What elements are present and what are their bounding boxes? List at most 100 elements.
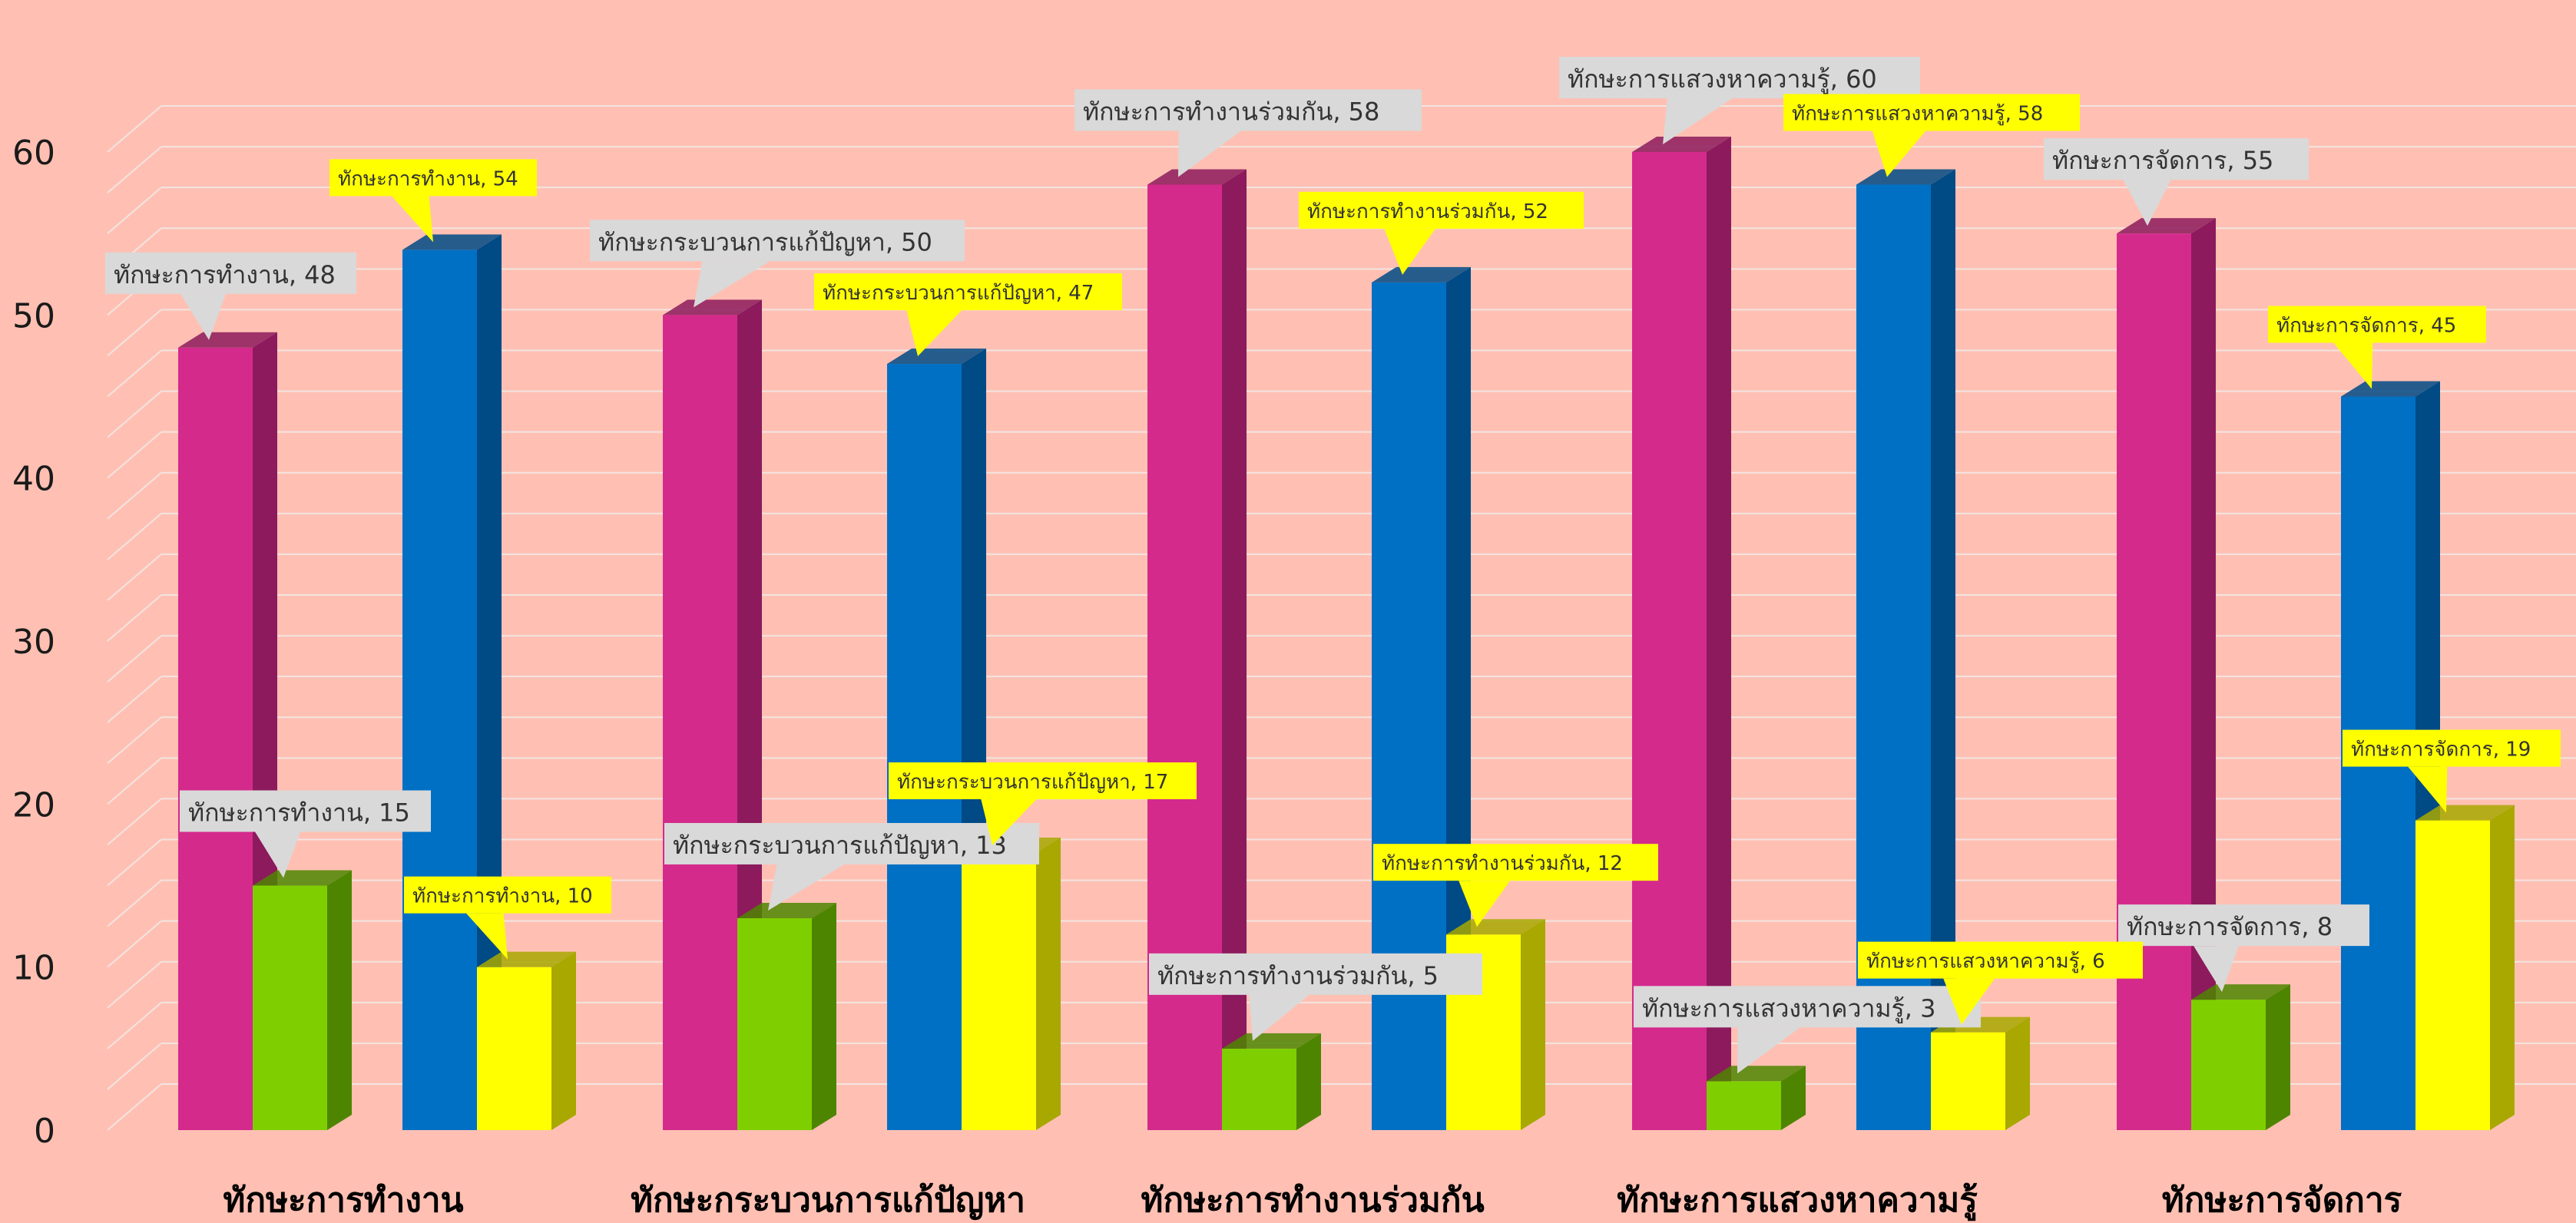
data-label-pointer — [1249, 994, 1310, 1041]
bar-front — [402, 250, 477, 1130]
y-tick-label: 50 — [12, 296, 55, 335]
gridline-depth — [107, 635, 162, 683]
bar-3-1 — [962, 838, 1061, 1130]
gridline-depth — [107, 554, 162, 601]
bar-top — [1372, 266, 1471, 283]
bar-front — [663, 315, 737, 1130]
bar-3-2 — [1446, 919, 1545, 1130]
bar-1-4 — [2191, 984, 2290, 1130]
gridline-depth — [107, 838, 162, 887]
y-tick-label: 20 — [12, 785, 55, 825]
data-label-text: ทักษะการทำงาน, 54 — [338, 167, 518, 190]
data-label-box — [2044, 138, 2309, 180]
bar-side — [1521, 919, 1545, 1130]
gridline-depth — [107, 960, 162, 1009]
data-label-text: ทักษะการทำงานร่วมกัน, 5 — [1157, 961, 1439, 990]
bar-1-0 — [253, 870, 352, 1130]
data-label: ทักษะกระบวนการแก้ปัญหา, 13 — [664, 822, 1039, 911]
data-label-text: ทักษะการทำงาน, 48 — [114, 260, 336, 289]
x-tick-label: ทักษะการแสวงหาความรู้ — [1617, 1181, 1978, 1221]
data-label-text: ทักษะการทำงาน, 10 — [412, 885, 593, 908]
data-label: ทักษะการจัดการ, 19 — [2343, 729, 2561, 813]
data-label-box — [664, 822, 1039, 864]
data-label: ทักษะการทำงานร่วมกัน, 58 — [1074, 89, 1422, 177]
gridline-depth — [107, 309, 162, 357]
gridline-depth — [107, 349, 162, 398]
bar-top — [2117, 218, 2216, 234]
data-label-box — [404, 876, 611, 914]
gridline-depth — [107, 920, 162, 968]
data-label-pointer — [981, 799, 1037, 846]
data-label-box — [814, 273, 1122, 311]
bar-2-3 — [1856, 169, 1955, 1130]
gridline-depth — [107, 390, 162, 438]
data-label-pointer — [906, 310, 962, 357]
bar-1-2 — [1222, 1033, 1321, 1130]
data-label: ทักษะกระบวนการแก้ปัญหา, 17 — [889, 762, 1197, 846]
gridline-depth — [107, 471, 162, 520]
data-label-text: ทักษะการทำงานร่วมกัน, 58 — [1083, 97, 1379, 126]
data-label: ทักษะการจัดการ, 55 — [2044, 138, 2309, 226]
y-tick-label: 40 — [12, 460, 55, 499]
bar-top — [1147, 169, 1247, 185]
bar-front — [737, 917, 812, 1130]
data-label-text: ทักษะการทำงาน, 15 — [188, 798, 410, 828]
gridline-depth — [107, 146, 162, 193]
data-label: ทักษะการแสวงหาความรู้, 60 — [1559, 57, 1920, 144]
bar-side — [2490, 805, 2515, 1130]
data-label-text: ทักษะกระบวนการแก้ปัญหา, 50 — [598, 227, 932, 256]
gridline-depth — [107, 187, 162, 234]
bar-side — [1296, 1033, 1321, 1130]
bar-front — [253, 885, 327, 1130]
y-tick-label: 60 — [12, 134, 55, 173]
data-label-text: ทักษะการจัดการ, 55 — [2052, 146, 2273, 175]
gridline-depth — [107, 513, 162, 560]
bar-front — [2415, 820, 2490, 1130]
data-label-text: ทักษะการจัดการ, 45 — [2276, 315, 2456, 338]
bar-2-2 — [1372, 266, 1471, 1130]
data-label-box — [1634, 986, 1981, 1028]
data-label-text: ทักษะการจัดการ, 8 — [2127, 912, 2333, 941]
bar-3-4 — [2415, 805, 2515, 1130]
data-label-pointer — [1384, 228, 1436, 275]
y-tick-label: 0 — [34, 1112, 55, 1151]
data-label: ทักษะการจัดการ, 45 — [2268, 306, 2486, 389]
data-label-box — [1858, 941, 2143, 979]
bar-top — [477, 951, 576, 967]
x-tick-label: ทักษะการทำงาน — [223, 1181, 463, 1220]
data-label-pointer — [180, 293, 226, 340]
data-label-pointer — [1663, 98, 1733, 144]
bar-front — [178, 347, 253, 1130]
data-label-pointer — [466, 913, 508, 960]
bar-top — [2415, 805, 2515, 821]
data-label-box — [1783, 94, 2080, 131]
data-label: ทักษะการแสวงหาความรู้, 3 — [1634, 986, 1981, 1074]
data-label-text: ทักษะการทำงานร่วมกัน, 52 — [1307, 200, 1548, 223]
bar-1-1 — [737, 902, 836, 1130]
data-label: ทักษะกระบวนการแก้ปัญหา, 50 — [590, 220, 965, 308]
data-label-pointer — [2408, 766, 2448, 813]
gridline-depth — [107, 1043, 162, 1090]
data-label: ทักษะการแสวงหาความรู้, 6 — [1858, 941, 2143, 1025]
bar-top — [1222, 1033, 1321, 1049]
data-label-box — [2268, 306, 2486, 343]
data-label-pointer — [2333, 342, 2373, 389]
gridline-depth — [107, 676, 162, 723]
bar-top — [1632, 137, 1731, 152]
data-label: ทักษะการจัดการ, 8 — [2118, 904, 2369, 993]
data-label-text: ทักษะกระบวนการแก้ปัญหา, 13 — [673, 831, 1007, 860]
data-label-pointer — [1737, 1027, 1800, 1074]
bar-0-1 — [663, 299, 762, 1130]
data-label-box — [590, 220, 965, 262]
bar-front — [1707, 1081, 1781, 1130]
data-label: ทักษะการแสวงหาความรู้, 58 — [1783, 94, 2080, 177]
gridline-depth — [107, 105, 162, 153]
bar-side — [1036, 838, 1061, 1130]
data-label-text: ทักษะการจัดการ, 19 — [2351, 739, 2531, 762]
bar-side — [1707, 137, 1731, 1130]
bar-side — [2005, 1016, 2030, 1130]
data-label: ทักษะการทำงานร่วมกัน, 12 — [1373, 844, 1658, 927]
bar-top — [178, 332, 277, 348]
data-labels: ทักษะการทำงาน, 48 ทักษะกระบวนการแก้ปัญหา,… — [105, 57, 2561, 1074]
